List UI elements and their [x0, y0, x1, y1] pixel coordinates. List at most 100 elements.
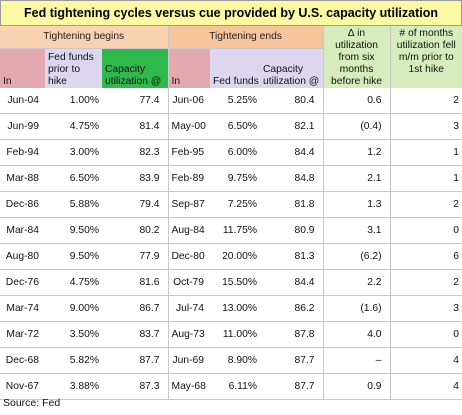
- cell-fed-funds-prior: 4.75%: [45, 269, 102, 296]
- cell-tightening-end-date: Aug-84: [167, 217, 210, 244]
- cell-fed-funds-end: 6.11%: [210, 373, 260, 400]
- cell-capacity-utilization-end: 86.2: [260, 295, 324, 322]
- cell-tightening-end-date: Dec-80: [167, 243, 210, 270]
- cell-change-in-utilization: –: [322, 347, 391, 374]
- cell-fed-funds-prior: 3.88%: [45, 373, 102, 400]
- group-header-row: Tightening begins Tightening ends ∆ in u…: [0, 26, 462, 88]
- cell-months-utilization-fell: 2: [389, 88, 462, 114]
- cell-capacity-utilization-begin: 83.9: [102, 165, 168, 192]
- cell-capacity-utilization-end: 84.4: [260, 269, 324, 296]
- cell-fed-funds-end: 8.90%: [210, 347, 260, 374]
- cell-change-in-utilization: 4.0: [322, 321, 391, 348]
- cell-fed-funds-prior: 6.50%: [45, 165, 102, 192]
- table-body: Jun-04 1.00% 77.4 Jun-06 5.25% 80.4 0.6 2 Jun-99…: [0, 88, 462, 400]
- cell-capacity-utilization-begin: 86.7: [102, 295, 168, 322]
- cell-change-in-utilization: (1.6): [322, 295, 391, 322]
- cell-capacity-utilization-end: 87.8: [260, 321, 324, 348]
- cell-tightening-begin-date: Dec-86: [0, 191, 45, 218]
- cell-tightening-end-date: May-68: [167, 373, 210, 400]
- column-header-row: In Fed funds prior to hike Capacity util…: [0, 48, 462, 88]
- cell-capacity-utilization-end: 80.9: [260, 217, 324, 244]
- cell-tightening-begin-date: Jun-99: [0, 113, 45, 140]
- header-fed-funds-prior: Fed funds prior to hike: [45, 48, 102, 88]
- cell-tightening-end-date: Aug-73: [167, 321, 210, 348]
- table-row: Mar-72 3.50% 83.7 Aug-73 11.00% 87.8 4.0 0: [0, 321, 462, 348]
- cell-capacity-utilization-begin: 82.3: [102, 139, 168, 166]
- table-row: Mar-88 6.50% 83.9 Feb-89 9.75% 84.8 2.1 1: [0, 165, 462, 192]
- cell-tightening-end-date: Sep-87: [167, 191, 210, 218]
- cell-tightening-begin-date: Dec-68: [0, 347, 45, 374]
- cell-change-in-utilization: 2.1: [322, 165, 391, 192]
- cell-tightening-end-date: Jul-74: [167, 295, 210, 322]
- header-months-utilization-fell: # of months utilization fell m/m prior t…: [389, 26, 462, 88]
- cell-fed-funds-prior: 9.50%: [45, 243, 102, 270]
- cell-tightening-begin-date: Jun-04: [0, 88, 45, 114]
- cell-months-utilization-fell: 3: [389, 295, 462, 322]
- data-table: Tightening begins Tightening ends ∆ in u…: [0, 26, 462, 400]
- table-row: Mar-84 9.50% 80.2 Aug-84 11.75% 80.9 3.1 0: [0, 217, 462, 244]
- cell-change-in-utilization: 2.2: [322, 269, 391, 296]
- cell-change-in-utilization: (0.4): [322, 113, 391, 140]
- cell-capacity-utilization-end: 84.8: [260, 165, 324, 192]
- group-tightening-ends: Tightening ends: [167, 26, 324, 49]
- cell-capacity-utilization-end: 80.4: [260, 88, 324, 114]
- cell-capacity-utilization-begin: 81.6: [102, 269, 168, 296]
- cell-capacity-utilization-end: 81.8: [260, 191, 324, 218]
- cell-fed-funds-prior: 9.00%: [45, 295, 102, 322]
- cell-tightening-end-date: May-00: [167, 113, 210, 140]
- cell-tightening-begin-date: Mar-74: [0, 295, 45, 322]
- cell-capacity-utilization-begin: 80.2: [102, 217, 168, 244]
- cell-fed-funds-end: 6.50%: [210, 113, 260, 140]
- table-row: Mar-74 9.00% 86.7 Jul-74 13.00% 86.2 (1.6) 3: [0, 295, 462, 322]
- cell-capacity-utilization-end: 84.4: [260, 139, 324, 166]
- cell-change-in-utilization: 3.1: [322, 217, 391, 244]
- cell-capacity-utilization-begin: 83.7: [102, 321, 168, 348]
- cell-capacity-utilization-begin: 77.9: [102, 243, 168, 270]
- cell-fed-funds-prior: 5.88%: [45, 191, 102, 218]
- cell-capacity-utilization-begin: 87.3: [102, 373, 168, 400]
- header-in-end: In: [167, 48, 210, 88]
- table-row: Jun-04 1.00% 77.4 Jun-06 5.25% 80.4 0.6 2: [0, 88, 462, 114]
- table-row: Aug-80 9.50% 77.9 Dec-80 20.00% 81.3 (6.2) 6: [0, 243, 462, 270]
- cell-tightening-begin-date: Nov-67: [0, 373, 45, 400]
- table-row: Jun-99 4.75% 81.4 May-00 6.50% 82.1 (0.4) 3: [0, 113, 462, 140]
- cell-tightening-end-date: Jun-06: [167, 88, 210, 114]
- cell-months-utilization-fell: 4: [389, 373, 462, 400]
- table-row: Dec-76 4.75% 81.6 Oct-79 15.50% 84.4 2.2 2: [0, 269, 462, 296]
- header-in-begin: In: [0, 48, 45, 88]
- cell-tightening-end-date: Oct-79: [167, 269, 210, 296]
- cell-tightening-begin-date: Mar-88: [0, 165, 45, 192]
- cell-tightening-end-date: Feb-89: [167, 165, 210, 192]
- group-tightening-begins: Tightening begins: [0, 26, 168, 49]
- cell-fed-funds-prior: 1.00%: [45, 88, 102, 114]
- cell-capacity-utilization-begin: 81.4: [102, 113, 168, 140]
- cell-tightening-end-date: Jun-69: [167, 347, 210, 374]
- cell-tightening-begin-date: Dec-76: [0, 269, 45, 296]
- cell-tightening-end-date: Feb-95: [167, 139, 210, 166]
- cell-capacity-utilization-end: 81.3: [260, 243, 324, 270]
- header-capacity-utilization-end: Capacity utilization @: [260, 48, 324, 88]
- table-title: Fed tightening cycles versus cue provide…: [0, 0, 462, 26]
- cell-capacity-utilization-begin: 87.7: [102, 347, 168, 374]
- table-row: Dec-68 5.82% 87.7 Jun-69 8.90% 87.7–4: [0, 347, 462, 374]
- cell-months-utilization-fell: 6: [389, 243, 462, 270]
- header-fed-funds-end: Fed funds: [210, 48, 260, 88]
- cell-fed-funds-end: 5.25%: [210, 88, 260, 114]
- cell-capacity-utilization-begin: 77.4: [102, 88, 168, 114]
- cell-capacity-utilization-end: 87.7: [260, 373, 324, 400]
- header-change-in-utilization: ∆ in utilization from six months before …: [322, 26, 391, 88]
- cell-capacity-utilization-begin: 79.4: [102, 191, 168, 218]
- cell-tightening-begin-date: Feb-94: [0, 139, 45, 166]
- cell-months-utilization-fell: 2: [389, 269, 462, 296]
- table-row: Dec-86 5.88% 79.4 Sep-87 7.25% 81.8 1.3 2: [0, 191, 462, 218]
- cell-fed-funds-prior: 4.75%: [45, 113, 102, 140]
- header-capacity-utilization-begin: Capacity utilization @: [102, 48, 168, 88]
- source-note: Source: Fed: [3, 397, 61, 409]
- cell-capacity-utilization-end: 87.7: [260, 347, 324, 374]
- cell-months-utilization-fell: 3: [389, 113, 462, 140]
- cell-capacity-utilization-end: 82.1: [260, 113, 324, 140]
- cell-change-in-utilization: 0.6: [322, 88, 391, 114]
- cell-change-in-utilization: 1.3: [322, 191, 391, 218]
- cell-fed-funds-end: 13.00%: [210, 295, 260, 322]
